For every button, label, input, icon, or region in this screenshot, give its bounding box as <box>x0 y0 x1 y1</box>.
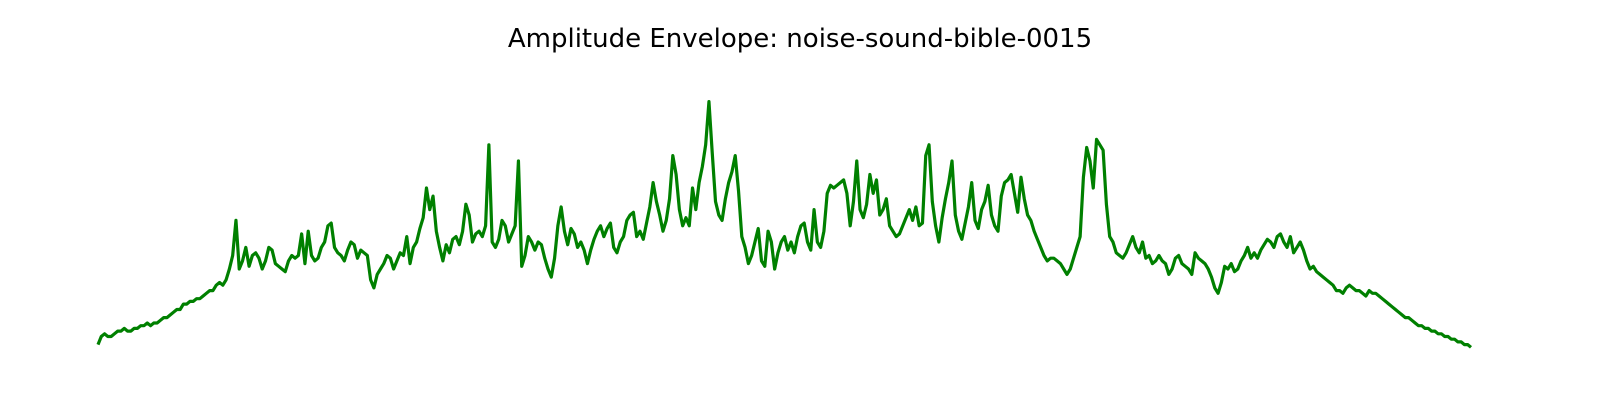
chart-title: Amplitude Envelope: noise-sound-bible-00… <box>507 24 1093 54</box>
envelope-series-line <box>96 99 1473 349</box>
